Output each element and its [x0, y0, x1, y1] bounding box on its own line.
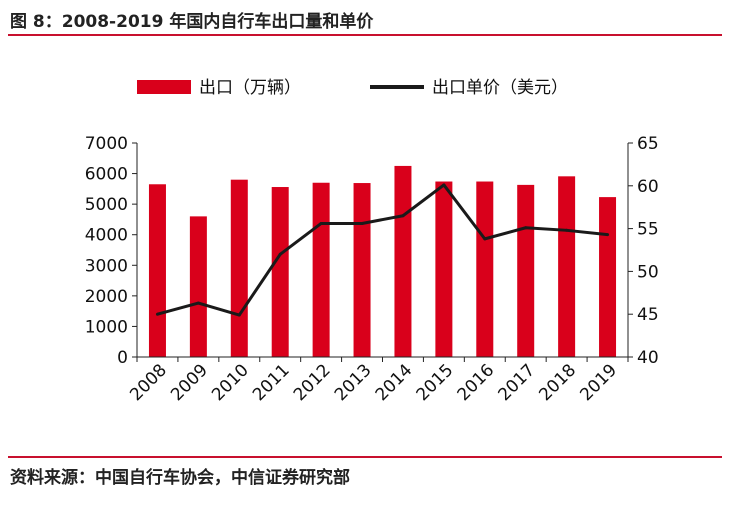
left-tick-label: 0: [117, 348, 128, 368]
bar-2017: [517, 184, 535, 357]
left-tick-label: 7000: [85, 134, 128, 154]
x-axis-ticks: 2008200920102011201220132014201520162017…: [126, 357, 629, 405]
price-line: [157, 183, 608, 317]
left-tick-label: 5000: [85, 195, 128, 215]
right-tick-label: 65: [637, 134, 659, 154]
price-point-2008: [155, 312, 159, 316]
bar-2014: [394, 165, 412, 357]
source-note: 资料来源：中国自行车协会，中信证券研究部: [10, 468, 350, 488]
price-point-2011: [278, 252, 282, 256]
price-point-2016: [483, 237, 487, 241]
line-series: [155, 183, 610, 317]
figure-title: 图 8：2008-2019 年国内自行车出口量和单价: [10, 12, 374, 32]
price-point-2019: [606, 233, 610, 237]
x-tick-label: 2012: [290, 360, 335, 405]
legend-line-label: 出口单价（美元）: [432, 78, 568, 98]
price-point-2013: [360, 221, 364, 225]
x-tick-label: 2014: [372, 360, 417, 405]
right-tick-label: 45: [637, 305, 659, 325]
price-point-2017: [524, 226, 528, 230]
x-tick-label: 2011: [249, 360, 294, 405]
right-axis-ticks: 40 45 50 55 60 65: [628, 134, 659, 368]
x-tick-label: 2019: [576, 360, 621, 405]
legend: 出口（万辆） 出口单价（美元）: [137, 78, 568, 98]
left-tick-label: 3000: [85, 256, 128, 276]
bar-2019: [599, 197, 617, 357]
bar-2008: [148, 184, 166, 357]
left-axis-ticks: 0 1000 2000 3000 4000 5000 6000 7000: [85, 134, 137, 368]
chart: 出口（万辆） 出口单价（美元） 010002000300040005000600…: [85, 78, 659, 405]
x-tick-label: 2017: [495, 360, 540, 405]
left-tick-label: 1000: [85, 317, 128, 337]
bar-2011: [271, 187, 289, 357]
x-tick-label: 2016: [454, 360, 499, 405]
bar-2012: [312, 182, 330, 357]
price-point-2015: [442, 183, 446, 187]
legend-bar-label: 出口（万辆）: [199, 78, 301, 98]
price-point-2010: [237, 313, 241, 317]
left-tick-label: 2000: [85, 287, 128, 307]
bar-2009: [189, 216, 207, 357]
left-tick-label: 6000: [85, 165, 128, 185]
x-tick-label: 2013: [331, 360, 376, 405]
price-point-2012: [319, 221, 323, 225]
source-rule: [8, 456, 722, 458]
x-tick-label: 2010: [208, 360, 253, 405]
bar-series: [148, 165, 617, 357]
axes: [136, 143, 629, 358]
x-tick-label: 2008: [126, 360, 171, 405]
right-tick-label: 40: [637, 348, 659, 368]
price-point-2014: [401, 214, 405, 218]
right-tick-label: 55: [637, 220, 659, 240]
x-tick-label: 2018: [535, 360, 580, 405]
bar-2018: [558, 176, 576, 357]
legend-bar-swatch: [137, 80, 191, 94]
title-rule: [8, 34, 722, 36]
bar-2010: [230, 179, 248, 357]
bar-2015: [435, 181, 453, 357]
right-tick-label: 50: [637, 262, 659, 282]
bar-2016: [476, 181, 494, 357]
price-point-2018: [565, 228, 569, 232]
x-tick-label: 2009: [167, 360, 212, 405]
bar-2013: [353, 183, 371, 357]
left-tick-label: 4000: [85, 226, 128, 246]
price-point-2009: [196, 301, 200, 305]
right-tick-label: 60: [637, 177, 659, 197]
x-tick-label: 2015: [413, 360, 458, 405]
